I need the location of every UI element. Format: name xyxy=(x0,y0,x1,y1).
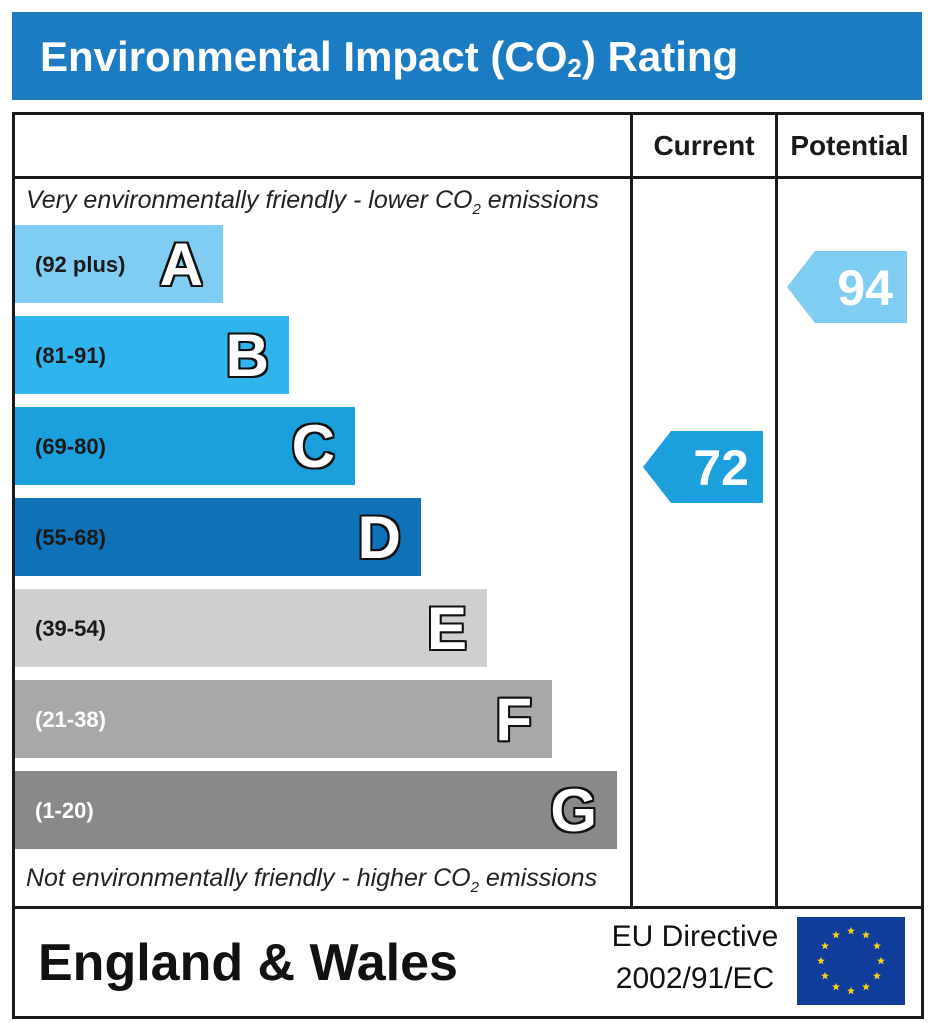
eu-flag-star-icon xyxy=(862,982,870,991)
eu-flag-star-icon xyxy=(872,971,881,980)
band-e-range: (39-54) xyxy=(35,616,106,641)
eu-flag-star-icon xyxy=(872,941,881,950)
band-c-letter: C xyxy=(291,413,335,480)
header-divider xyxy=(15,176,921,179)
band-a-range: (92 plus) xyxy=(35,252,126,277)
directive-line-2: 2002/91/EC xyxy=(615,962,775,995)
band-a: (92 plus) A xyxy=(15,225,223,303)
eu-flag-star-icon xyxy=(821,941,830,950)
band-g-range: (1-20) xyxy=(35,798,94,823)
eu-flag-star-icon xyxy=(817,956,825,965)
bottom-note: Not environmentally friendly - higher CO… xyxy=(26,864,598,896)
band-e-letter: E xyxy=(426,595,467,662)
band-b-range: (81-91) xyxy=(35,343,106,368)
eu-flag-star-icon xyxy=(832,982,840,991)
band-g: (1-20) G xyxy=(15,771,617,849)
band-g-letter: G xyxy=(550,777,597,844)
directive-line-1: EU Directive xyxy=(611,920,779,953)
chart-title: Environmental Impact (CO2) Rating xyxy=(40,33,739,83)
band-c-range: (69-80) xyxy=(35,434,106,459)
eu-flag-star-icon xyxy=(847,986,855,995)
eu-flag-star-icon xyxy=(832,930,840,939)
current-column-divider xyxy=(630,115,633,907)
band-c: (69-80) C xyxy=(15,407,355,485)
band-d-letter: D xyxy=(357,504,401,571)
eu-flag-star-icon xyxy=(847,926,855,935)
band-b: (81-91) B xyxy=(15,316,289,394)
title-bar: Environmental Impact (CO2) Rating xyxy=(12,12,922,100)
potential-column-header: Potential xyxy=(790,130,909,161)
band-d: (55-68) D xyxy=(15,498,421,576)
eu-flag-star-icon xyxy=(821,971,830,980)
region-label: England & Wales xyxy=(38,934,458,992)
band-d-range: (55-68) xyxy=(35,525,106,550)
eu-flag-star-icon xyxy=(877,956,885,965)
eu-flag-star-icon xyxy=(862,930,870,939)
band-a-letter: A xyxy=(159,231,203,298)
rating-table-frame xyxy=(12,112,924,1019)
band-f-letter: F xyxy=(495,686,532,753)
band-b-letter: B xyxy=(225,322,269,389)
band-e: (39-54) E xyxy=(15,589,487,667)
current-rating-value: 72 xyxy=(693,440,749,496)
current-rating-arrow: 72 xyxy=(643,431,763,503)
band-f: (21-38) F xyxy=(15,680,552,758)
potential-rating-value: 94 xyxy=(837,260,893,316)
potential-rating-arrow: 94 xyxy=(787,251,907,323)
footer-divider xyxy=(15,906,921,909)
current-column-header: Current xyxy=(653,130,755,161)
eu-flag-icon xyxy=(797,917,905,1005)
potential-column-divider xyxy=(775,115,778,907)
band-f-range: (21-38) xyxy=(35,707,106,732)
top-note: Very environmentally friendly - lower CO… xyxy=(26,186,599,218)
